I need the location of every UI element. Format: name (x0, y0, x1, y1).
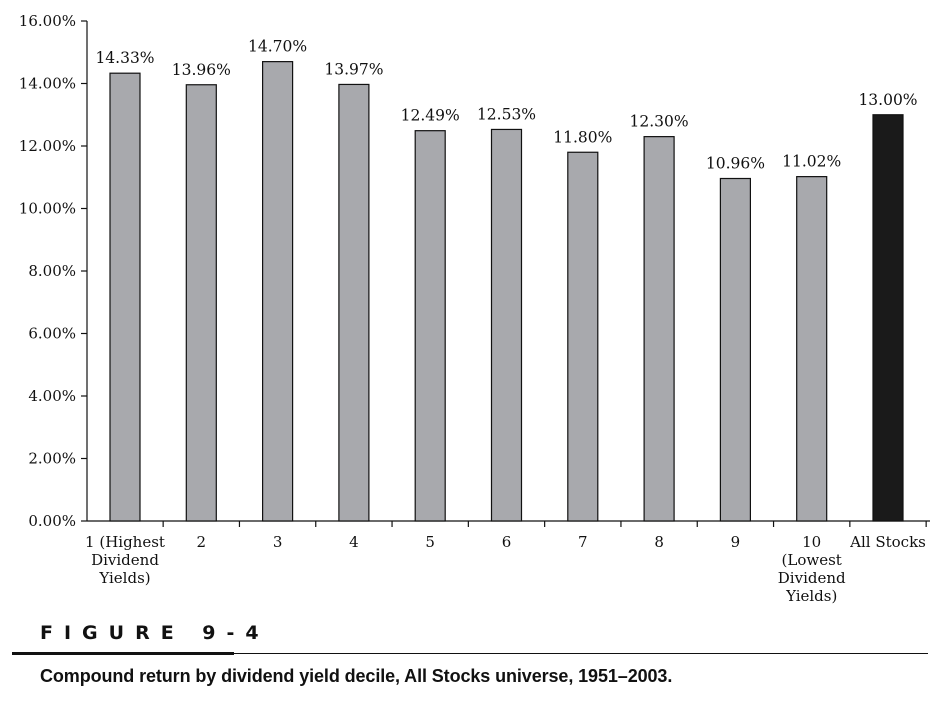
y-axis: 0.00% 2.00% 4.00% 6.00% 8.00% 10.00% 12.00% 14.… (19, 12, 88, 530)
data-label-9: 10.96% (706, 155, 765, 173)
y-tick-label: 4.00% (28, 387, 76, 405)
x-tick-label: 2 (197, 533, 207, 551)
bar-3 (262, 61, 294, 522)
y-tick-label: 12.00% (19, 137, 76, 155)
x-tick-label: All Stocks (849, 533, 926, 551)
x-axis (87, 520, 930, 527)
x-tick-label: 1 (Highest (85, 533, 165, 551)
y-tick-label: 14.00% (19, 75, 76, 93)
data-label-3: 14.70% (248, 38, 307, 56)
bar-6 (490, 128, 523, 522)
data-label-1: 14.33% (95, 49, 154, 67)
x-tick-label: 5 (425, 533, 435, 551)
figure-rule-thick (12, 652, 234, 655)
x-tick-label: 9 (731, 533, 741, 551)
bars (109, 61, 904, 522)
y-tick-label: 0.00% (28, 512, 76, 530)
x-tick-label: Dividend (91, 551, 159, 569)
figure-caption-block: FIGURE 9-4 Compound return by dividend y… (0, 620, 940, 701)
data-label-5: 12.49% (401, 107, 460, 125)
y-tick-label: 6.00% (28, 325, 76, 343)
y-tick-label: 2.00% (28, 450, 76, 468)
x-tick-label: (Lowest (782, 551, 842, 569)
data-label-6: 12.53% (477, 105, 536, 123)
data-label-11: 13.00% (858, 91, 917, 109)
data-label-4: 13.97% (324, 60, 383, 78)
data-label-2: 13.96% (172, 61, 231, 79)
figure-rule-thin (234, 653, 928, 654)
bar-1 (109, 72, 141, 522)
x-tick-label: Yields) (98, 569, 150, 587)
x-tick-label: 8 (654, 533, 664, 551)
x-tick-label: Dividend (778, 569, 846, 587)
y-tick-label: 10.00% (19, 200, 76, 218)
bar-7 (567, 151, 599, 522)
bar-2 (185, 84, 217, 522)
y-tick-label: 16.00% (19, 12, 76, 30)
bar-chart: 0.00% 2.00% 4.00% 6.00% 8.00% 10.00% 12.00% 14.… (19, 12, 930, 605)
bar-4 (338, 83, 370, 522)
x-tick-label: 7 (578, 533, 588, 551)
bar-8 (643, 136, 675, 522)
bar-9 (719, 177, 752, 522)
y-tick-label: 8.00% (28, 262, 76, 280)
value-labels: 14.33% 13.96% 14.70% 13.97% 12.49% 12.53% 11.8… (95, 38, 917, 173)
x-tick-label: 3 (273, 533, 283, 551)
x-tick-label: 10 (802, 533, 821, 551)
x-tick-label: Yields) (785, 587, 837, 605)
bar-5 (414, 130, 446, 522)
bar-10 (796, 176, 828, 522)
data-label-7: 11.80% (553, 128, 612, 146)
x-tick-label: 6 (502, 533, 512, 551)
data-label-8: 12.30% (630, 113, 689, 131)
figure-caption: Compound return by dividend yield decile… (40, 666, 673, 686)
x-tick-label: 4 (349, 533, 359, 551)
data-label-10: 11.02% (782, 153, 841, 171)
bar-11 (872, 114, 904, 522)
figure-number: FIGURE 9-4 (40, 622, 270, 644)
